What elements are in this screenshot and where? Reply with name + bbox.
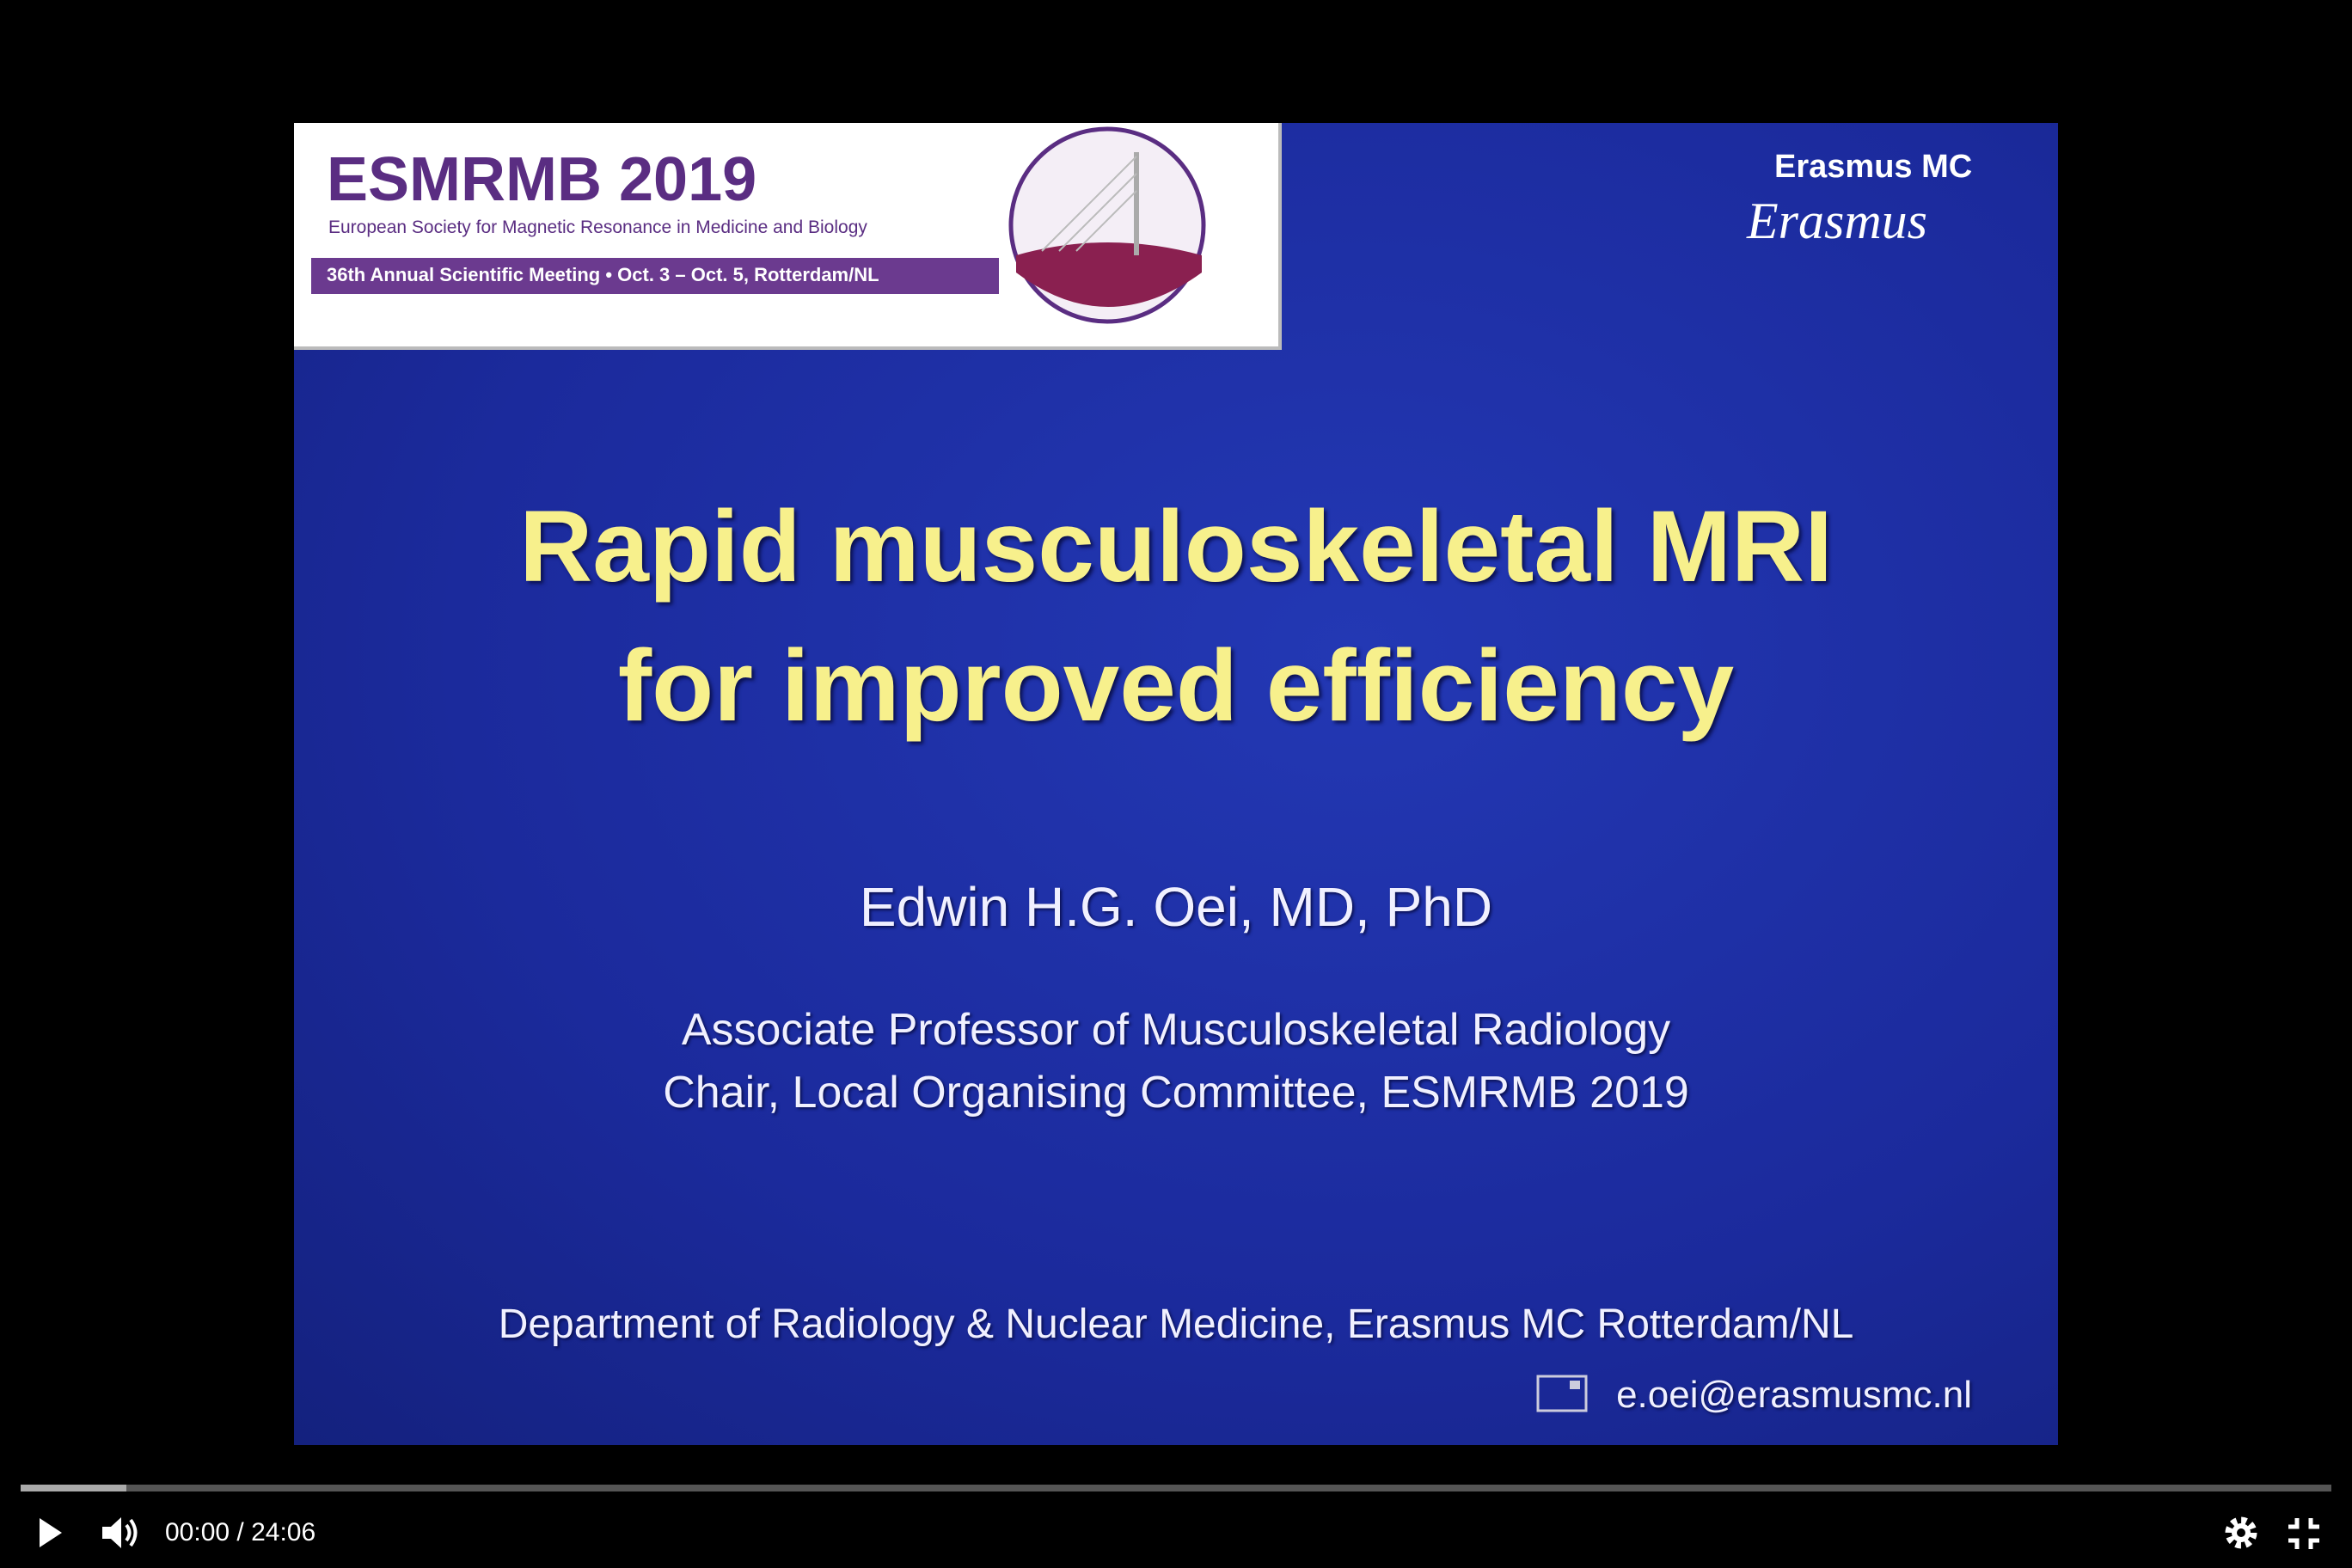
time-display: 00:00 / 24:06 bbox=[165, 1518, 316, 1547]
fullscreen-exit-button[interactable] bbox=[2287, 1516, 2321, 1551]
banner-bar bbox=[311, 258, 999, 294]
mail-icon bbox=[1536, 1375, 1588, 1412]
play-button[interactable] bbox=[33, 1515, 67, 1551]
banner-subtitle: European Society for Magnetic Resonance … bbox=[328, 217, 867, 237]
progress-bar[interactable] bbox=[21, 1485, 2331, 1491]
volume-button[interactable] bbox=[100, 1515, 143, 1551]
progress-buffered bbox=[21, 1485, 126, 1491]
banner-emblem bbox=[1008, 126, 1206, 324]
settings-button[interactable] bbox=[2223, 1515, 2259, 1551]
author: Edwin H.G. Oei, MD, PhD bbox=[859, 876, 1493, 938]
slide-title: for improved efficiency bbox=[617, 629, 1735, 743]
banner: ESMRMB 2019 European Society for Magneti… bbox=[294, 123, 1282, 350]
banner-meeting: 36th Annual Scientific Meeting • Oct. 3 … bbox=[327, 264, 879, 285]
role: Chair, Local Organising Committee, ESMRM… bbox=[663, 1068, 1689, 1118]
slide-title: Rapid musculoskeletal MRI bbox=[519, 490, 1833, 603]
email: e.oei@erasmusmc.nl bbox=[1616, 1374, 1972, 1416]
logo-name: Erasmus MC bbox=[1774, 149, 1973, 185]
banner-title: ESMRMB 2019 bbox=[327, 145, 757, 214]
department: Department of Radiology & Nuclear Medici… bbox=[498, 1302, 1854, 1347]
slide: ESMRMB 2019 European Society for Magneti… bbox=[294, 123, 2058, 1445]
role: Associate Professor of Musculoskeletal R… bbox=[681, 1005, 1671, 1055]
logo-script: Erasmus bbox=[1747, 193, 1928, 249]
